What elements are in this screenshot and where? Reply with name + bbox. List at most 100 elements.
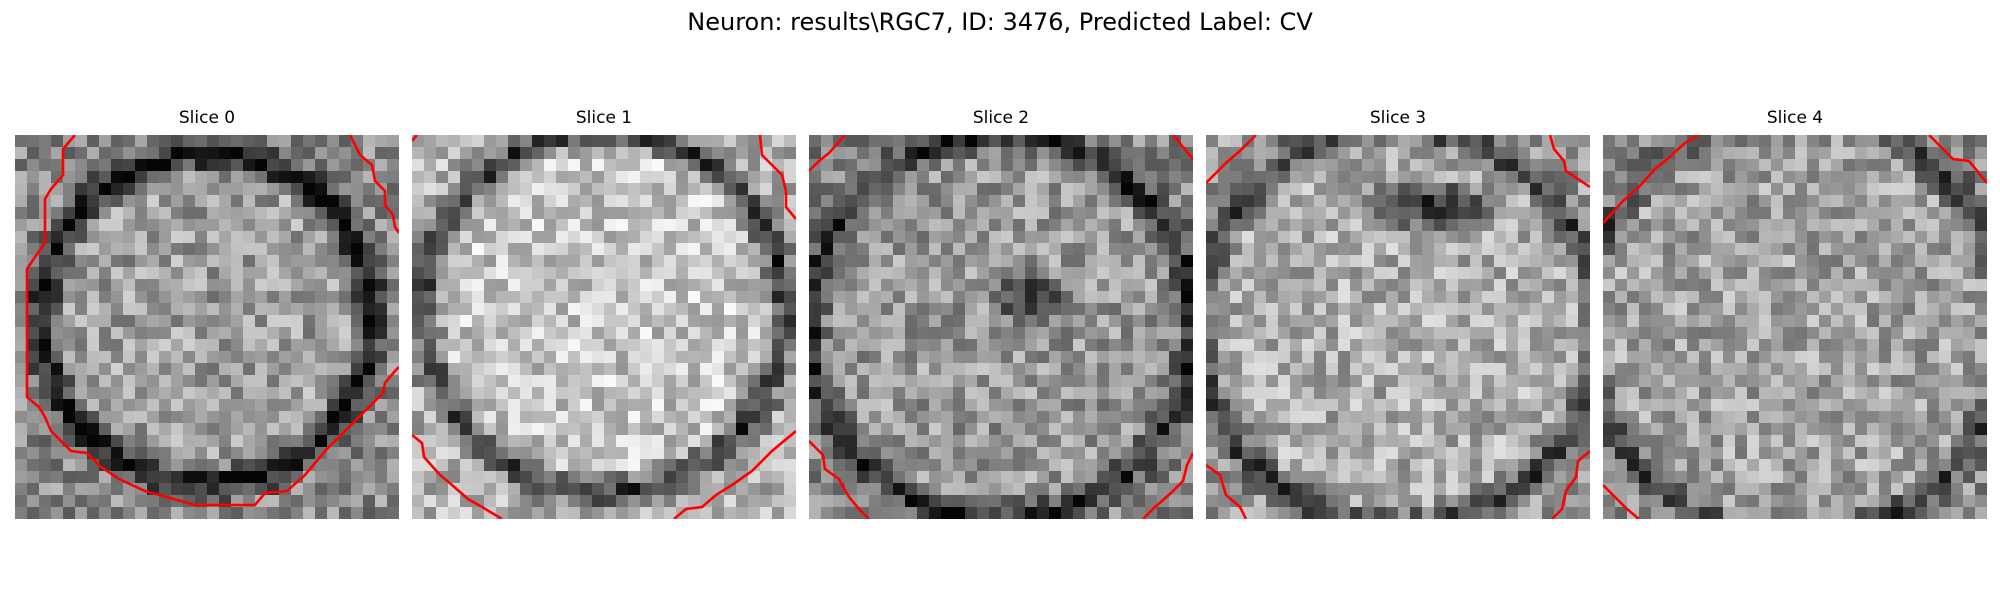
pixel: [315, 219, 328, 232]
pixel: [1266, 339, 1279, 352]
pixel: [1025, 471, 1038, 484]
pixel: [508, 159, 521, 172]
pixel: [688, 411, 701, 424]
pixel: [1386, 291, 1399, 304]
pixel: [700, 387, 713, 400]
pixel: [1566, 495, 1579, 508]
pixel: [1278, 243, 1291, 256]
pixel: [1025, 495, 1038, 508]
pixel: [1843, 339, 1856, 352]
pixel: [1723, 363, 1736, 376]
pixel: [183, 171, 196, 184]
pixel: [1278, 219, 1291, 232]
pixel: [1398, 471, 1411, 484]
pixel: [1735, 243, 1748, 256]
pixel: [111, 387, 124, 400]
pixel: [1314, 255, 1327, 268]
pixel: [1386, 219, 1399, 232]
pixel: [484, 243, 497, 256]
pixel: [1578, 267, 1590, 280]
pixel: [760, 447, 773, 460]
pixel: [1578, 243, 1590, 256]
pixel: [1783, 399, 1796, 412]
pixel: [1109, 387, 1122, 400]
pixel: [1615, 255, 1628, 268]
pixel: [664, 327, 677, 340]
pixel: [1915, 195, 1928, 208]
pixel: [111, 495, 124, 508]
pixel: [291, 147, 304, 160]
pixel: [147, 411, 160, 424]
pixel: [1651, 243, 1664, 256]
pixel: [15, 399, 28, 412]
pixel: [63, 411, 76, 424]
pixel: [15, 147, 28, 160]
pixel: [219, 147, 232, 160]
pixel: [929, 435, 942, 448]
pixel: [1651, 423, 1664, 436]
pixel: [724, 219, 737, 232]
pixel: [845, 291, 858, 304]
pixel: [736, 195, 749, 208]
pixel: [869, 195, 882, 208]
pixel: [1206, 447, 1219, 460]
pixel: [1230, 171, 1243, 184]
pixel: [291, 315, 304, 328]
pixel: [460, 231, 473, 244]
pixel: [821, 279, 834, 292]
pixel: [99, 375, 112, 388]
pixel: [965, 411, 978, 424]
pixel: [1206, 183, 1219, 196]
pixel: [1458, 423, 1471, 436]
pixel: [676, 183, 689, 196]
pixel: [1001, 459, 1014, 472]
pixel: [207, 267, 220, 280]
pixel: [1410, 291, 1423, 304]
pixel: [1542, 171, 1555, 184]
pixel: [556, 171, 569, 184]
pixel: [580, 447, 593, 460]
pixel: [243, 135, 256, 148]
pixel: [1879, 387, 1892, 400]
pixel: [1518, 459, 1531, 472]
pixel: [857, 159, 870, 172]
pixel: [628, 471, 641, 484]
pixel: [291, 135, 304, 148]
pixel: [1326, 375, 1339, 388]
pixel: [1903, 231, 1916, 244]
pixel: [1927, 363, 1940, 376]
pixel: [1651, 339, 1664, 352]
pixel: [532, 507, 545, 519]
pixel: [1446, 195, 1459, 208]
pixel: [351, 459, 364, 472]
pixel: [1145, 147, 1158, 160]
pixel: [267, 171, 280, 184]
pixel: [929, 327, 942, 340]
pixel: [929, 375, 942, 388]
pixel: [592, 351, 605, 364]
pixel: [628, 219, 641, 232]
pixel: [1603, 171, 1616, 184]
pixel: [1470, 435, 1483, 448]
pixel: [712, 435, 725, 448]
pixel: [1747, 267, 1760, 280]
pixel: [315, 135, 328, 148]
pixel: [1494, 423, 1507, 436]
pixel: [135, 219, 148, 232]
pixel: [748, 207, 761, 220]
pixel: [303, 351, 316, 364]
pixel: [1747, 447, 1760, 460]
pixel: [387, 135, 399, 148]
pixel: [520, 411, 533, 424]
pixel: [1133, 183, 1146, 196]
pixel: [87, 231, 100, 244]
pixel: [1891, 327, 1904, 340]
pixel: [412, 195, 425, 208]
pixel: [1073, 483, 1086, 496]
pixel: [1867, 219, 1880, 232]
pixel: [99, 423, 112, 436]
pixel: [387, 231, 399, 244]
pixel: [1530, 147, 1543, 160]
pixel: [760, 351, 773, 364]
pixel: [1157, 147, 1170, 160]
